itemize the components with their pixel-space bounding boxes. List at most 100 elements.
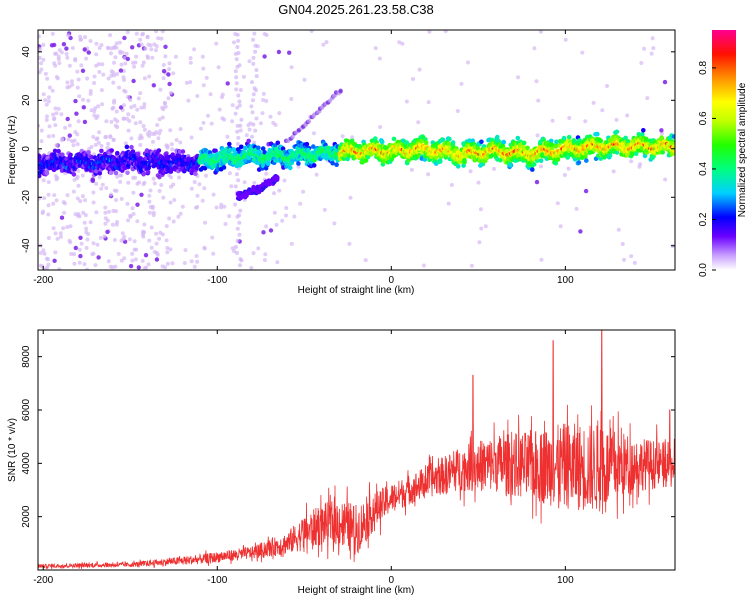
spectrogram-noise-dot bbox=[167, 81, 172, 87]
spectrogram-noise-dot bbox=[41, 248, 46, 253]
spectrogram-noise-dot bbox=[96, 104, 101, 109]
spectrogram-noise-dot bbox=[91, 190, 96, 195]
spectrogram-track-cell bbox=[113, 170, 119, 176]
spectrogram-noise-dot bbox=[61, 226, 66, 231]
spectrogram-noise-dot bbox=[101, 72, 106, 77]
spectrogram-noise-dot bbox=[82, 119, 88, 125]
colorbar: 0.0 0.2 0.4 0.6 0.8 Normalized spectral ampl… bbox=[698, 30, 748, 277]
spectrogram-noise-dot bbox=[233, 245, 238, 249]
spectrogram-noise-dot bbox=[159, 36, 164, 41]
spectrogram-noise-dot bbox=[161, 69, 167, 74]
spectrogram-noise-dot bbox=[446, 201, 451, 206]
spectrogram-noise-dot bbox=[65, 225, 70, 229]
spectrogram-noise-dot bbox=[76, 119, 81, 124]
spectrogram-track-cell bbox=[614, 129, 620, 135]
spectrogram-noise-dot bbox=[57, 267, 62, 270]
spectrogram-noise-dot bbox=[159, 183, 164, 187]
spectrogram-noise-dot bbox=[250, 134, 254, 139]
spectrogram-noise-dot bbox=[166, 72, 171, 77]
spectrogram-track-cell bbox=[44, 170, 50, 175]
spectrogram-noise-dot bbox=[256, 246, 261, 251]
spectrogram-noise-dot bbox=[67, 63, 72, 68]
spectrogram-noise-dot bbox=[54, 51, 59, 56]
spectrogram-noise-dot bbox=[163, 265, 168, 270]
spectrogram-noise-dot bbox=[39, 61, 44, 66]
spectrogram-noise-dot bbox=[186, 98, 191, 103]
x-tick-label: -100 bbox=[207, 575, 227, 586]
spectrogram-noise-dot bbox=[204, 173, 208, 178]
x-tick-label: -200 bbox=[33, 575, 53, 586]
spectrogram-noise-dot bbox=[82, 47, 87, 52]
spectrogram-noise-dot bbox=[85, 237, 90, 242]
spectrogram-noise-dot bbox=[639, 61, 644, 65]
spectrogram-noise-dot bbox=[550, 118, 555, 123]
spectrogram-noise-dot bbox=[264, 99, 269, 103]
spectrogram-noise-dot bbox=[616, 227, 621, 232]
spectrogram-noise-dot bbox=[68, 35, 73, 41]
spectrogram-noise-dot bbox=[38, 55, 42, 60]
spectrogram-noise-dot bbox=[174, 138, 179, 142]
spectrogram-noise-dot bbox=[235, 226, 240, 231]
spectrogram-noise-dot bbox=[93, 263, 98, 268]
spectrogram-noise-dot bbox=[113, 123, 118, 128]
spectrogram-track-cell bbox=[255, 145, 261, 151]
spectrogram-track-cell bbox=[422, 157, 428, 162]
spectrogram-noise-dot bbox=[421, 263, 426, 268]
spectrogram-noise-dot bbox=[54, 198, 59, 203]
spectrogram-noise-dot bbox=[109, 51, 113, 56]
spectrogram-noise-dot bbox=[638, 162, 643, 167]
spectrogram-track-cell bbox=[288, 165, 293, 171]
spectrogram-track-cell bbox=[555, 157, 561, 162]
spectrogram-track-cell bbox=[311, 144, 316, 149]
spectrogram-track-cell bbox=[296, 161, 301, 166]
spectrogram-noise-dot bbox=[151, 213, 156, 218]
spectrogram-noise-dot bbox=[591, 100, 596, 105]
spectrogram-noise-dot bbox=[46, 95, 51, 100]
spectrogram-noise-dot bbox=[50, 31, 55, 36]
spectrogram-track-cell bbox=[563, 150, 569, 156]
spectrogram-noise-dot bbox=[100, 62, 105, 67]
snr-series-line bbox=[38, 330, 675, 570]
spectrogram-noise-dot bbox=[250, 80, 254, 85]
spectrogram-noise-dot bbox=[52, 42, 57, 48]
spectrogram-track-cell bbox=[549, 142, 555, 147]
spectrogram-track-cell bbox=[548, 138, 554, 144]
spectrogram-noise-dot bbox=[169, 142, 174, 147]
spectrogram-track-cell bbox=[145, 169, 151, 175]
spectrogram-noise-dot bbox=[135, 202, 140, 207]
spectrogram-noise-dot bbox=[106, 141, 111, 146]
spectrogram-noise-dot bbox=[235, 129, 240, 134]
spectrogram-noise-dot bbox=[128, 263, 134, 269]
spectrogram-noise-dot bbox=[235, 238, 240, 243]
spectrogram-noise-dot bbox=[41, 42, 46, 47]
spectrogram-noise-dot bbox=[76, 212, 81, 216]
spectrogram-noise-dot bbox=[41, 92, 46, 97]
spectrogram-noise-dot bbox=[86, 50, 92, 55]
spectrogram-noise-dot bbox=[88, 220, 93, 225]
spectrogram-track-cell bbox=[479, 139, 484, 145]
spectrogram-noise-dot bbox=[56, 57, 61, 62]
spectrogram-noise-dot bbox=[292, 214, 297, 219]
spectrogram-noise-dot bbox=[241, 74, 246, 79]
spectrogram-noise-dot bbox=[532, 46, 537, 51]
spectrogram-noise-dot bbox=[151, 139, 155, 144]
spectrogram-noise-dot bbox=[251, 61, 256, 66]
spectrogram-noise-dot bbox=[103, 135, 108, 140]
spectrogram-noise-dot bbox=[76, 168, 81, 173]
spectrogram-noise-dot bbox=[171, 219, 176, 224]
spectrogram-noise-dot bbox=[131, 78, 136, 84]
spectrogram-noise-dot bbox=[97, 46, 102, 50]
spectrogram-noise-dot bbox=[142, 222, 147, 227]
spectrogram-noise-dot bbox=[126, 128, 131, 133]
spectrogram-noise-dot bbox=[409, 167, 414, 172]
spectrogram-noise-dot bbox=[96, 140, 101, 145]
spectrogram-noise-dot bbox=[236, 135, 241, 140]
spectrogram-noise-dot bbox=[139, 192, 144, 197]
spectrogram-noise-dot bbox=[659, 128, 664, 133]
spectrogram-noise-dot bbox=[219, 202, 224, 207]
spectrogram-track-cell bbox=[391, 136, 397, 142]
spectrogram-marks bbox=[38, 30, 675, 270]
spectrogram-noise-dot bbox=[155, 252, 160, 257]
spectrogram-noise-dot bbox=[72, 252, 77, 257]
spectrogram-noise-dot bbox=[273, 122, 278, 127]
